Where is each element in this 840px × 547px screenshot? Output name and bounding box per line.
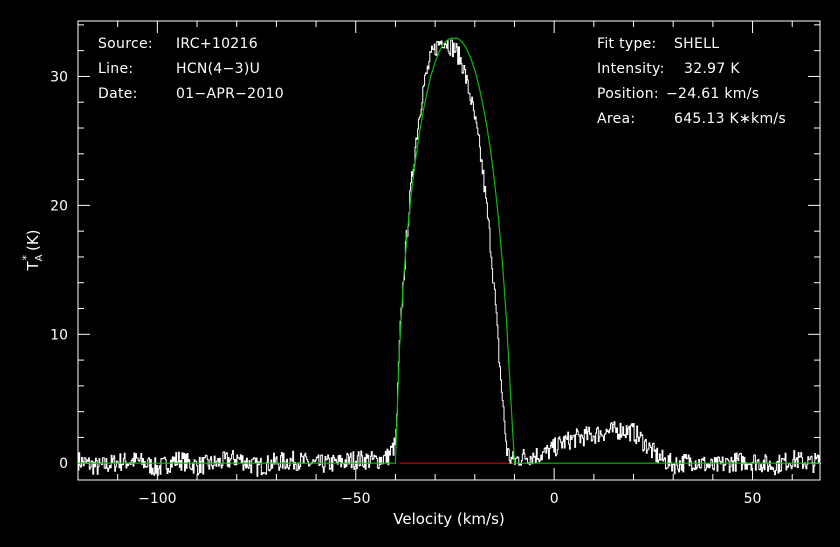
fit-type-value: SHELL [674,36,720,52]
intensity-label: Intensity: [597,61,665,77]
source-value: IRC+10216 [176,36,258,52]
y-tick-label: 30 [50,69,68,85]
x-tick-label: 0 [550,491,559,507]
y-axis-label-sub: A [34,254,45,261]
intensity-value: 32.97 K [684,61,740,77]
line-label: Line: [98,61,134,77]
fit-type-label: Fit type: [597,36,657,52]
fit-series [78,37,820,464]
y-tick-label: 20 [50,198,68,214]
x-axis-label: Velocity (km/s) [393,510,504,528]
x-tick-label: −100 [138,491,176,507]
y-axis-label-main: T [24,261,42,272]
y-axis-label: TA* (K) [20,229,45,271]
date-label: Date: [98,86,138,102]
svg-text:TA*(K): TA* (K) [20,229,45,271]
date-value: 01−APR−2010 [176,86,284,102]
x-tick-label: −50 [341,491,371,507]
position-value: −24.61 km/s [666,86,760,102]
y-tick-label: 0 [59,456,68,472]
area-value: 645.13 K∗km/s [674,111,787,127]
y-tick-label: 10 [50,327,68,343]
position-label: Position: [597,86,659,102]
plot-frame [77,20,821,481]
source-label: Source: [98,36,153,52]
y-axis-label-sup: * [20,255,33,261]
area-label: Area: [597,111,636,127]
line-value: HCN(4−3)U [176,61,261,77]
x-tick-label: 50 [744,491,762,507]
y-axis-label-unit: (K) [24,229,42,251]
spectrum-series [78,39,821,477]
